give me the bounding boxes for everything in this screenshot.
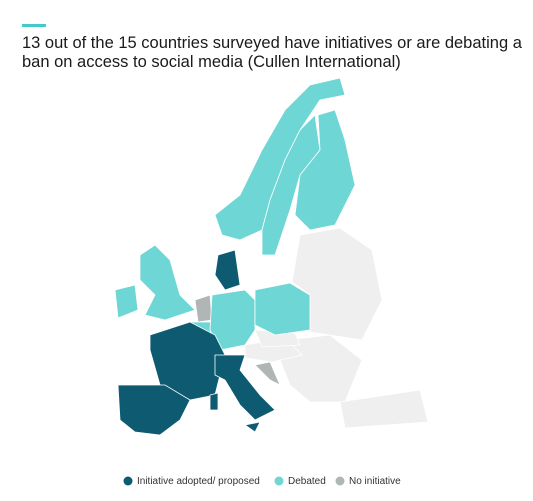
country: [254, 282, 311, 336]
country: [254, 361, 281, 386]
legend-label: No initiative: [349, 476, 401, 487]
country: [294, 109, 356, 231]
title: 13 out of the 15 countries surveyed have…: [22, 34, 522, 71]
country: [194, 294, 213, 323]
legend-label: Debated: [288, 476, 326, 487]
land: [291, 227, 383, 341]
legend-label: Initiative adopted/ proposed: [137, 476, 260, 487]
accent-bar: [22, 24, 46, 27]
legend: Initiative adopted/ proposed Debated No in…: [123, 476, 401, 487]
country: [209, 392, 219, 411]
country: [114, 284, 139, 319]
countries: [114, 77, 356, 436]
country: [244, 421, 261, 433]
land: [339, 389, 429, 429]
country: [139, 244, 196, 321]
legend-swatch: [274, 476, 284, 486]
country: [214, 354, 276, 421]
land: [279, 334, 363, 403]
background-land: [244, 227, 429, 429]
country: [214, 249, 241, 291]
legend-swatch: [335, 476, 345, 486]
country: [214, 77, 346, 241]
country: [117, 384, 191, 436]
legend-swatch: [123, 476, 133, 486]
